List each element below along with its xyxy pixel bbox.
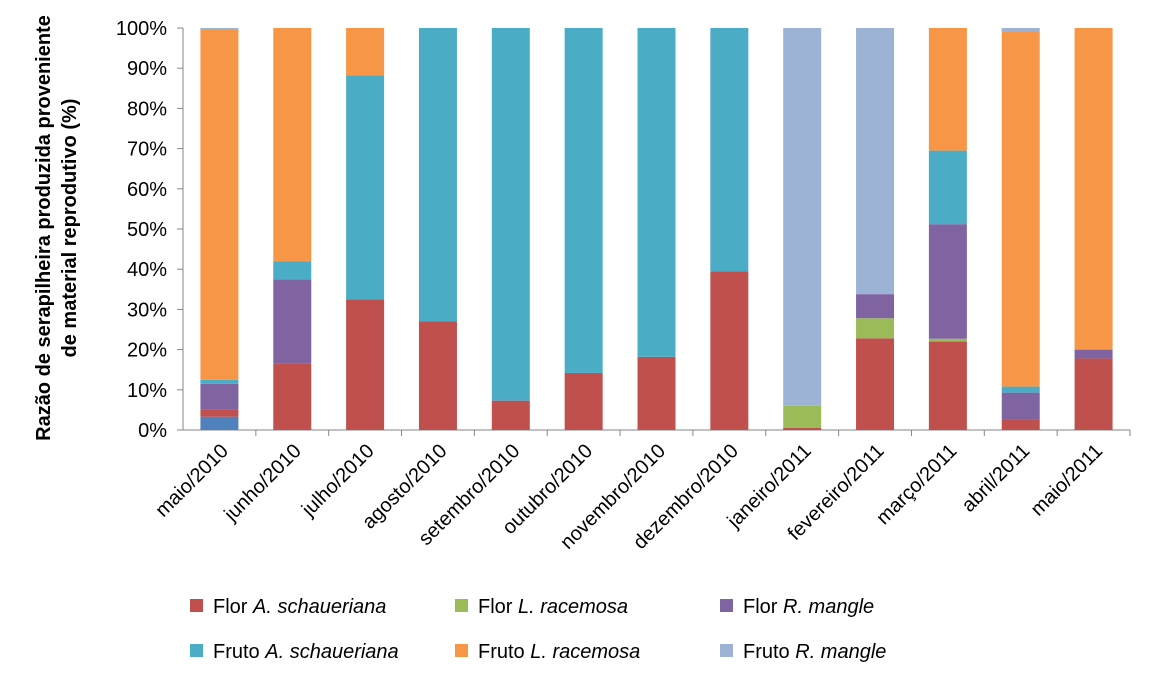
bar-segment: [200, 409, 239, 417]
y-axis-title-line: de material reprodutivo (%): [59, 99, 81, 358]
bar-segment: [637, 356, 676, 430]
legend-label: Flor R. mangle: [743, 596, 874, 618]
bar-segment: [346, 299, 385, 430]
bar-segment: [856, 28, 895, 295]
bar-segment: [564, 28, 603, 373]
y-tick-label: 80%: [127, 98, 167, 120]
legend-swatch: [190, 644, 203, 657]
x-tick-label-group: maio/2011: [1027, 440, 1108, 521]
bar-segment: [273, 261, 312, 280]
bar-segment: [928, 28, 967, 151]
bar-segment: [783, 427, 822, 430]
y-tick-label: 0%: [138, 420, 167, 442]
y-tick-label: 10%: [127, 380, 167, 402]
bar-segment: [856, 338, 895, 430]
y-tick-label: 30%: [127, 299, 167, 321]
bar-segment: [491, 400, 530, 430]
bar-segment: [418, 28, 457, 322]
x-tick-label-group: junho/2010: [220, 440, 306, 526]
bar-segment: [273, 28, 312, 262]
bar-segment: [1001, 28, 1040, 33]
bar-segment: [1001, 32, 1040, 387]
bar-segment: [1074, 358, 1113, 430]
legend-swatch: [190, 599, 203, 612]
y-tick-label: 50%: [127, 219, 167, 241]
bar-segment: [418, 321, 457, 430]
bar-segment: [1001, 419, 1040, 430]
bar-segment: [346, 28, 385, 76]
bar-segment: [200, 28, 239, 31]
x-tick-label: junho/2010: [220, 440, 306, 526]
bar-segment: [856, 318, 895, 339]
bar-segment: [346, 75, 385, 300]
bar-segment: [710, 28, 749, 272]
legend-swatch: [455, 644, 468, 657]
y-axis-title: Razão de serapilheira produzida provenie…: [33, 15, 81, 441]
y-tick-label: 60%: [127, 179, 167, 201]
bar-segment: [200, 30, 239, 380]
legend-label: Fruto A. schaueriana: [213, 641, 399, 663]
bar-segment: [783, 405, 822, 428]
y-tick-label: 100%: [116, 18, 167, 40]
legend-label: Flor L. racemosa: [478, 596, 628, 618]
bar-segment: [1001, 392, 1040, 420]
legend-swatch: [455, 599, 468, 612]
bar-segment: [200, 416, 239, 430]
bar-segment: [783, 28, 822, 406]
legend-swatch: [720, 599, 733, 612]
bar-segment: [491, 28, 530, 401]
y-tick-label: 90%: [127, 58, 167, 80]
bar-segment: [928, 224, 967, 339]
bar-segment: [200, 383, 239, 410]
legend-label: Fruto R. mangle: [743, 641, 886, 663]
bar-segment: [273, 279, 312, 364]
bar-segment: [200, 379, 239, 384]
y-tick-label: 20%: [127, 340, 167, 362]
y-tick-label: 70%: [127, 139, 167, 161]
bar-segment: [273, 363, 312, 430]
bar-segment: [928, 338, 967, 342]
bar-segment: [928, 341, 967, 430]
bar-segment: [564, 372, 603, 430]
bar-segment: [1001, 386, 1040, 393]
bar-segment: [1074, 349, 1113, 359]
legend-swatch: [720, 644, 733, 657]
legend-label: Flor A. schaueriana: [213, 596, 386, 618]
legend-label: Fruto L. racemosa: [478, 641, 640, 663]
y-tick-label: 40%: [127, 259, 167, 281]
bar-segment: [637, 28, 676, 357]
bar-segment: [928, 150, 967, 225]
x-tick-label: abril/2011: [958, 440, 1035, 517]
x-tick-label-group: abril/2011: [958, 440, 1035, 517]
bar-segment: [1074, 28, 1113, 350]
bar-segment: [710, 271, 749, 430]
x-tick-label: maio/2011: [1027, 440, 1108, 521]
bar-segment: [856, 294, 895, 319]
y-axis-title-line: Razão de serapilheira produzida provenie…: [33, 15, 55, 441]
